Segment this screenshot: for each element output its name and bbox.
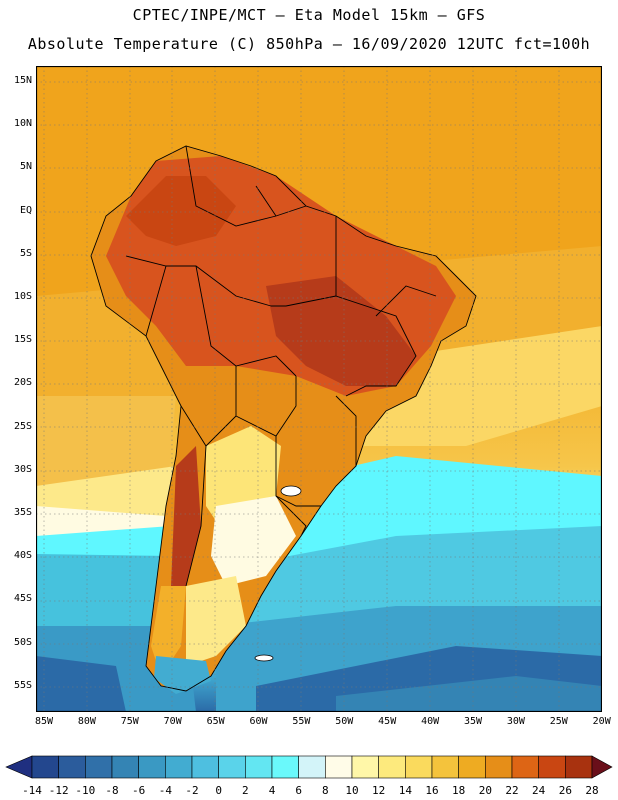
colorbar-tick-label: 0 [215,784,222,797]
colorbar-cell [191,755,219,779]
colorbar-cell [325,755,353,779]
longitude-label: 75W [120,716,139,727]
colorbar-tick-label: 8 [322,784,329,797]
colorbar-cell [271,755,299,779]
colorbar-low-arrow [5,755,33,779]
colorbar-cell [351,755,379,779]
colorbar-tick-label: 4 [268,784,276,797]
map-frame [36,66,602,712]
colorbar-tick-label: 16 [425,784,439,797]
longitude-label: 80W [77,716,96,727]
latitude-label: 5N [19,161,32,173]
colorbar-cell [58,755,86,779]
colorbar-cell [485,755,513,779]
colorbar-cell [538,755,566,779]
longitude-label: 30W [506,716,525,727]
latitude-label: 20S [13,377,32,389]
colorbar-tick-label: -2 [185,784,199,797]
latitude-label: 30S [13,463,32,475]
colorbar-cell [31,755,59,779]
colorbar-tick-label: -10 [75,784,96,797]
colorbar-cell [405,755,433,779]
colorbar-tick-label: 26 [558,784,572,797]
colorbar-cell [165,755,193,779]
latitude-label: 35S [13,507,32,518]
longitude-label: 25W [549,716,568,727]
colorbar-cell [85,755,113,779]
longitude-label: 55W [292,716,311,727]
latitude-label: 15N [13,75,32,86]
continent-very-hot-zone [266,276,416,386]
colorbar-high-arrow [591,755,613,779]
colorbar-cell [565,755,593,779]
colorbar-tick-label: 28 [585,784,599,797]
colorbar-cell [245,755,273,779]
colorbar [5,755,613,779]
longitude-label: 40W [421,716,440,727]
longitude-label: 50W [335,716,354,727]
longitude-label: 35W [463,716,483,727]
latitude-label: 40S [13,550,32,562]
colorbar-tick-label: -14 [22,784,42,797]
temperature-map [36,66,602,712]
latitude-label: 45S [13,593,32,605]
falkland-islands [254,654,274,662]
colorbar-tick-label: 10 [345,784,359,797]
longitude-label: 70W [163,716,182,727]
latitude-label: 50S [13,636,32,648]
country-borders [90,145,477,692]
latitude-label: 5S [19,247,32,259]
longitude-label: 65W [206,716,225,727]
colorbar-tick-label: 20 [478,784,492,797]
chart-title-line1: CPTEC/INPE/MCT – Eta Model 15km – GFS [132,6,486,24]
colorbar-tick-label: 2 [242,784,249,797]
colorbar-tick-label: 18 [452,784,466,797]
colorbar-tick-label: 24 [532,784,546,797]
colorbar-tick-label: -8 [105,784,119,797]
chart-title-line2: Absolute Temperature (C) 850hPa – 16/09/… [27,35,591,53]
colorbar-tick-label: -6 [132,784,146,797]
colorbar-cell [298,755,326,779]
latitude-label: 10S [13,291,32,302]
latitude-label: 10N [13,118,32,130]
longitude-label: 45W [378,716,397,727]
longitude-label: 85W [34,716,54,727]
lagoon [280,485,302,497]
colorbar-tick-label: 12 [372,784,386,797]
colorbar-cell [431,755,459,779]
latitude-label: 25S [13,420,32,432]
colorbar-cell [458,755,486,779]
colorbar-tick-label: -4 [158,784,172,797]
colorbar-cell [511,755,539,779]
longitude-label: 60W [249,716,268,727]
longitude-label: 20W [592,716,611,727]
colorbar-cell [378,755,406,779]
latitude-label: 15S [13,334,32,346]
latitude-label: 55S [13,679,32,691]
colorbar-cell [138,755,166,779]
colorbar-tick-label: 6 [295,784,302,797]
colorbar-cell [111,755,139,779]
colorbar-tick-label: 14 [398,784,412,797]
colorbar-cell [218,755,246,779]
latitude-label: EQ [19,204,32,216]
colorbar-tick-label: -12 [48,784,69,797]
colorbar-tick-label: 22 [505,784,519,797]
